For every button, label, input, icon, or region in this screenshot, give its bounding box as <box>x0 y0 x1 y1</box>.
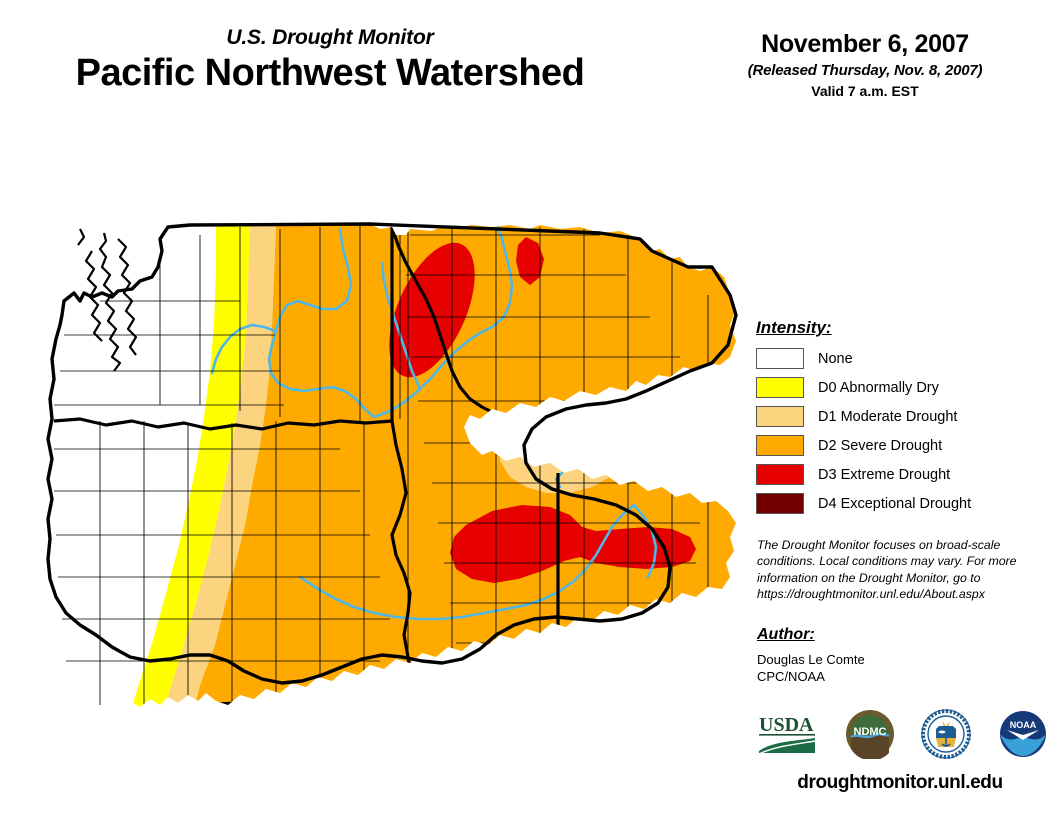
agency-logo-row: USDA NDMC NOAA <box>757 703 1049 765</box>
clark-fork-river <box>490 225 514 329</box>
svg-text:NOAA: NOAA <box>1010 720 1037 730</box>
legend-item-d0: D0 Abnormally Dry <box>756 375 1046 400</box>
legend-item-d1: D1 Moderate Drought <box>756 404 1046 429</box>
columbia-river <box>267 227 376 419</box>
commerce-seal-logo <box>921 709 972 759</box>
legend-swatch-d3 <box>756 464 804 485</box>
author-affiliation: CPC/NOAA <box>757 668 825 684</box>
map-header-left: U.S. Drought Monitor Pacific Northwest W… <box>0 26 660 95</box>
wyoming-river <box>632 503 658 579</box>
released-date: (Released Thursday, Nov. 8, 2007) <box>747 61 983 79</box>
watershed-outline <box>46 222 738 685</box>
drought-area-d3-northeast-patch <box>516 237 544 285</box>
legend-swatch-d0 <box>756 377 804 398</box>
valid-date: November 6, 2007 <box>761 30 969 58</box>
author-name: Douglas Le Comte <box>757 652 865 667</box>
snake-river <box>372 325 494 419</box>
or-id-border <box>390 420 414 704</box>
ndmc-logo: NDMC <box>845 710 894 759</box>
puget-sound-detail <box>77 228 138 372</box>
page-title: Pacific Northwest Watershed <box>75 52 585 95</box>
legend-item-d4: D4 Exceptional Drought <box>756 491 1046 516</box>
clearwater-river <box>380 261 422 391</box>
wa-or-border <box>53 417 393 431</box>
legend-label-d1: D1 Moderate Drought <box>818 408 958 425</box>
svg-text:NDMC: NDMC <box>853 726 886 738</box>
legend-item-d3: D3 Extreme Drought <box>756 462 1046 487</box>
drought-area-d3-south <box>450 505 696 583</box>
svg-text:USDA: USDA <box>759 714 814 736</box>
legend: Intensity: None D0 Abnormally Dry D1 Mod… <box>756 318 1046 520</box>
legend-heading: Intensity: <box>756 318 832 337</box>
drought-area-d1 <box>160 225 276 711</box>
drought-area-d0 <box>126 225 250 711</box>
legend-label-d3: D3 Extreme Drought <box>818 466 951 483</box>
map-header-right: November 6, 2007 (Released Thursday, Nov… <box>690 30 1040 99</box>
snake-plain-river <box>298 503 636 621</box>
legend-label-none: None <box>818 350 853 367</box>
drought-area-d2 <box>190 225 736 711</box>
legend-label-d2: D2 Severe Drought <box>818 437 943 454</box>
drought-severity-layer <box>126 225 736 711</box>
author-section: Author: Douglas Le Comte CPC/NOAA <box>757 626 1047 685</box>
author-heading: Author: <box>757 626 815 643</box>
legend-swatch-d2 <box>756 435 804 456</box>
columbia-upper-branch <box>210 323 278 375</box>
legend-item-none: None <box>756 346 1046 371</box>
drought-monitor-subtitle: U.S. Drought Monitor <box>226 26 434 49</box>
usda-logo: USDA <box>758 714 816 755</box>
legend-label-d4: D4 Exceptional Drought <box>818 495 972 512</box>
legend-label-d0: D0 Abnormally Dry <box>818 379 939 396</box>
disclaimer-text: The Drought Monitor focuses on broad-sca… <box>757 538 1017 602</box>
valid-time: Valid 7 a.m. EST <box>811 82 919 99</box>
id-ut-border <box>410 671 647 677</box>
river-layer <box>210 225 658 621</box>
noaa-logo: NOAA <box>999 711 1046 757</box>
footer-url[interactable]: droughtmonitor.unl.edu <box>797 772 1003 793</box>
drought-map <box>40 205 740 725</box>
legend-swatch-none <box>756 348 804 369</box>
legend-item-d2: D2 Severe Drought <box>756 433 1046 458</box>
legend-swatch-d1 <box>756 406 804 427</box>
legend-swatch-d4 <box>756 493 804 514</box>
